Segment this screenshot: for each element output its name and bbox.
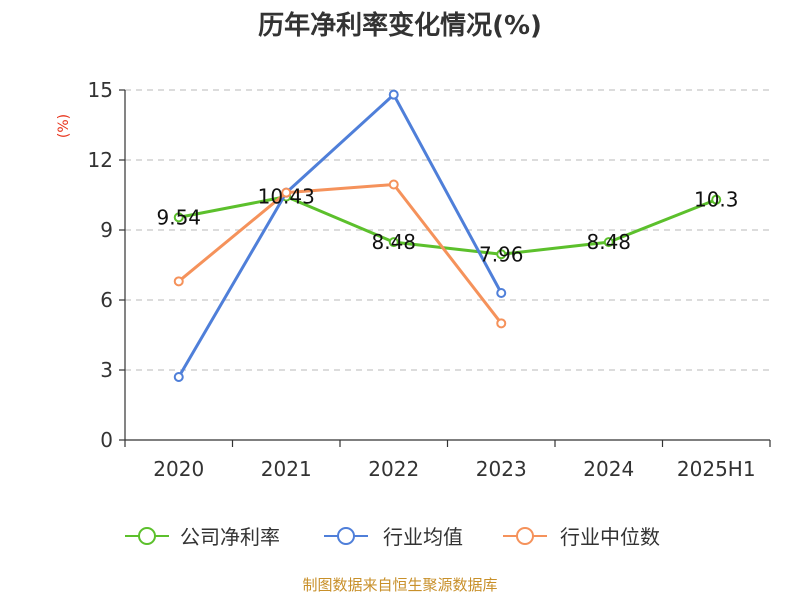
data-source-note: 制图数据来自恒生聚源数据库 [302,576,497,594]
y-tick-label-3: 3 [100,358,113,382]
series-1 [173,89,507,382]
series-0-point-2020[interactable] [173,212,184,223]
series-line-0 [177,195,718,256]
legend-item-0[interactable]: 公司净利率 [125,525,280,549]
series-0-point-2022[interactable] [388,237,399,248]
legend-swatch-marker-0 [138,527,156,545]
series-1-point-2022[interactable] [388,89,399,100]
series-1-point-2023[interactable] [496,288,507,298]
data-label-2020: 9.54 [156,205,201,229]
chart-title: 历年净利率变化情况(%) [258,10,542,41]
y-tick-label-12: 12 [88,148,113,172]
gridlines [125,89,770,371]
series-0-point-2024[interactable] [603,237,614,248]
series-lines [173,89,722,382]
series-1-point-2020[interactable] [173,372,184,382]
series-2-point-2021[interactable] [281,187,292,198]
series-2 [173,179,507,329]
data-labels: 9.54 10.43 8.48 7.96 8.48 10.3 [156,185,738,267]
legend-item-2[interactable]: 行业中位数 [503,525,660,549]
y-tick-label-0: 0 [100,428,113,452]
series-line-1 [177,93,503,379]
series-2-point-2023[interactable] [496,318,507,329]
legend: 公司净利率 行业均值 行业中位数 [125,525,660,549]
legend-label-0: 公司净利率 [180,525,280,549]
y-tick-label-9: 9 [100,218,113,242]
y-axis-label: (%) [56,114,72,138]
series-0-point-2025H1[interactable] [711,194,722,205]
series-0 [173,191,722,260]
data-label-2025H1: 10.3 [694,188,739,212]
axes: 0 3 6 9 12 15 2020 2021 2022 2023 2024 2025H1 [88,78,771,481]
series-2-point-2022[interactable] [388,179,399,190]
x-tick-label-2022: 2022 [368,457,419,481]
legend-label-2: 行业中位数 [560,525,660,549]
data-label-2023: 7.96 [479,242,524,266]
data-label-2021: 10.43 [258,185,315,209]
x-tick-label-2025H1: 2025H1 [677,457,756,481]
y-tick-label-6: 6 [100,288,113,312]
y-tick-label-15: 15 [88,78,113,102]
legend-label-1: 行业均值 [383,525,463,549]
data-label-2024: 8.48 [586,230,631,254]
legend-swatch-marker-1 [337,527,355,545]
x-tick-label-2023: 2023 [476,457,527,481]
data-label-2022: 8.48 [371,230,416,254]
series-line-2 [177,183,503,325]
series-2-point-2020[interactable] [173,276,184,287]
series-0-point-2023[interactable] [496,249,507,260]
legend-swatch-marker-2 [516,527,534,545]
x-tick-label-2021: 2021 [261,457,312,481]
x-tick-label-2020: 2020 [153,457,204,481]
legend-item-1[interactable]: 行业均值 [324,525,463,549]
x-tick-label-2024: 2024 [583,457,634,481]
